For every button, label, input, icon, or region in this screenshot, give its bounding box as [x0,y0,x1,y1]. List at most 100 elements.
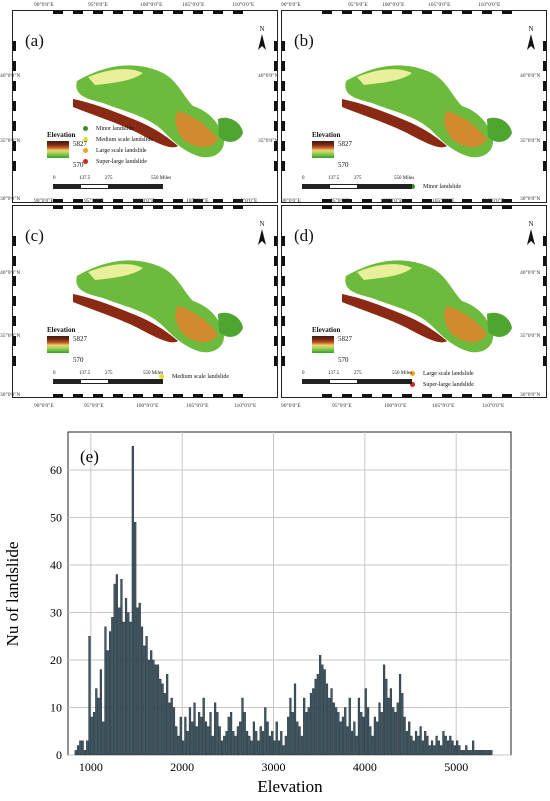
histogram-bar [394,712,397,756]
lat-label: 40°0'0"N [520,73,541,79]
lon-label: 110°0'0"E [232,2,255,8]
x-tick-label: 3000 [262,760,286,774]
histogram-bar [275,721,278,756]
histogram-bar [168,702,171,756]
histogram-bar [474,750,477,756]
histogram-bar [465,745,468,756]
histogram-bar [355,735,358,756]
lon-label: 105°0'0"E [182,2,205,8]
histogram-bar [92,712,96,756]
histogram-bar [337,712,340,756]
histogram-bar [241,697,244,756]
legend-dot [159,374,164,379]
histogram-bar [159,678,162,756]
histogram-bar [346,726,349,756]
terrain-map [73,260,243,353]
legend-item: Minor landslide [410,181,461,192]
north-arrow: N [257,220,267,245]
histogram-bar [293,683,297,756]
histogram-bar [120,579,123,756]
lon-label: 100°0'0"E [136,403,159,409]
histogram-bar [376,721,379,756]
histogram-bar [366,707,370,756]
histogram-bar [95,688,98,756]
panel-label: (e) [80,447,99,466]
histogram-bar [277,740,281,756]
histogram-bar [213,702,217,756]
histogram-bar [460,750,463,756]
histogram-bar [369,726,372,756]
lon-label: 95°0'0"E [88,2,108,8]
legend-item: Large scale landslide [410,368,474,379]
histogram-bar [305,712,308,756]
histogram-bar [341,716,345,756]
histogram-bar [319,655,322,756]
histogram-bar [424,731,427,756]
histogram-bar [166,674,169,756]
histogram-bar [108,631,112,756]
histogram-bar [122,621,125,756]
histogram-bar [175,726,178,756]
map-panel-d: (d) N Elevation 5827 570 Large scale lan… [281,205,547,398]
terrain-map [73,65,243,158]
legend-dot [410,382,415,387]
histogram-bar [314,678,317,756]
map-label: (d) [294,226,314,245]
legend-item: Medium scale landslide [159,371,229,382]
legend-dot [83,137,88,142]
histogram-bar [218,726,221,756]
map-label: (b) [294,31,314,50]
histogram-bar [357,697,361,756]
histogram-bar [396,702,399,756]
histogram-bar [287,716,290,756]
histogram-bar [131,446,134,756]
histogram-bar [467,750,470,756]
legend-dot [410,371,415,376]
histogram-bar [227,716,230,756]
histogram-bar [316,674,319,756]
histogram-bar [373,716,377,756]
histogram-bar [442,731,445,756]
lon-label: 90°0'0"E [281,2,301,8]
histogram-bar [328,697,331,756]
histogram-bar [435,735,438,756]
histogram-bar [485,750,488,756]
lat-label: 35°0'0"N [520,138,541,144]
north-arrow: N [526,220,536,245]
elevation-legend: Elevation 5827 570 [47,326,87,364]
lon-label: 90°0'0"E [34,198,54,204]
lon-label: 95°0'0"E [330,198,350,204]
histogram-bar [453,745,456,756]
landslide-legend: Medium scale landslide [159,371,229,382]
histogram-bar [99,669,103,756]
histogram-bar [106,650,109,756]
map-panel-a: (a) N Minor landslide Medium scale lands… [12,10,278,203]
histogram-bar [127,612,130,756]
histogram-bar [143,645,146,756]
histogram-bar [179,716,182,756]
histogram-bar [488,750,491,756]
histogram-bar [83,750,87,756]
histogram-bar [300,735,303,756]
histogram-bar [191,721,194,756]
lon-label: 100°0'0"E [140,2,163,8]
histogram-bar [289,697,292,756]
scale-bar: 0 137.5 275 550 Miles [302,371,412,384]
histogram-bar [182,740,185,756]
histogram-bar [303,697,306,756]
histogram-bar [145,636,148,756]
lat-label: 40°0'0"N [0,73,21,79]
lon-label: 105°0'0"E [432,198,455,204]
histogram-bar [209,712,212,756]
lon-label: 95°0'0"E [84,198,104,204]
histogram-bar [255,731,258,756]
histogram-bar [456,740,459,756]
lat-label: 40°0'0"N [0,270,21,276]
histogram-bar [257,740,260,756]
landslide-legend: Large scale landslide Super-large landsl… [410,368,474,390]
histogram-bar [476,750,479,756]
histogram-bar [220,740,224,756]
scale-bar: 0 137.5 275 550 Miles [302,176,414,189]
lon-label: 110°0'0"E [482,198,505,204]
histogram-bar [163,693,166,756]
